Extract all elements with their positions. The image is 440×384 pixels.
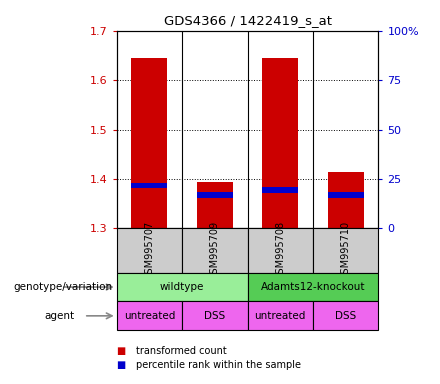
Text: GSM995707: GSM995707	[144, 221, 154, 280]
Bar	[117, 301, 182, 330]
Text: genotype/variation: genotype/variation	[13, 282, 112, 292]
Bar	[117, 273, 247, 301]
Bar	[247, 273, 378, 301]
Text: Adamts12-knockout: Adamts12-knockout	[260, 282, 365, 292]
Bar	[247, 228, 313, 273]
Text: ■: ■	[117, 360, 129, 370]
Bar	[197, 182, 233, 228]
Text: percentile rank within the sample: percentile rank within the sample	[136, 360, 301, 370]
Bar	[262, 58, 298, 228]
Text: ■: ■	[117, 346, 129, 356]
Text: DSS: DSS	[204, 311, 225, 321]
Bar	[131, 58, 167, 228]
Text: untreated: untreated	[124, 311, 175, 321]
Text: transformed count: transformed count	[136, 346, 227, 356]
Text: GSM995710: GSM995710	[341, 221, 351, 280]
Bar	[197, 192, 233, 198]
Bar	[313, 228, 378, 273]
Text: GSM995708: GSM995708	[275, 221, 285, 280]
Bar	[313, 301, 378, 330]
Title: GDS4366 / 1422419_s_at: GDS4366 / 1422419_s_at	[164, 14, 331, 27]
Bar	[182, 228, 247, 273]
Bar	[328, 172, 364, 228]
Text: untreated: untreated	[254, 311, 306, 321]
Bar	[182, 301, 247, 330]
Bar	[117, 228, 182, 273]
Text: agent: agent	[44, 311, 74, 321]
Bar	[262, 187, 298, 193]
Text: wildtype: wildtype	[160, 282, 204, 292]
Text: DSS: DSS	[335, 311, 356, 321]
Bar	[247, 301, 313, 330]
Bar	[131, 182, 167, 188]
Bar	[328, 192, 364, 198]
Text: GSM995709: GSM995709	[210, 221, 220, 280]
